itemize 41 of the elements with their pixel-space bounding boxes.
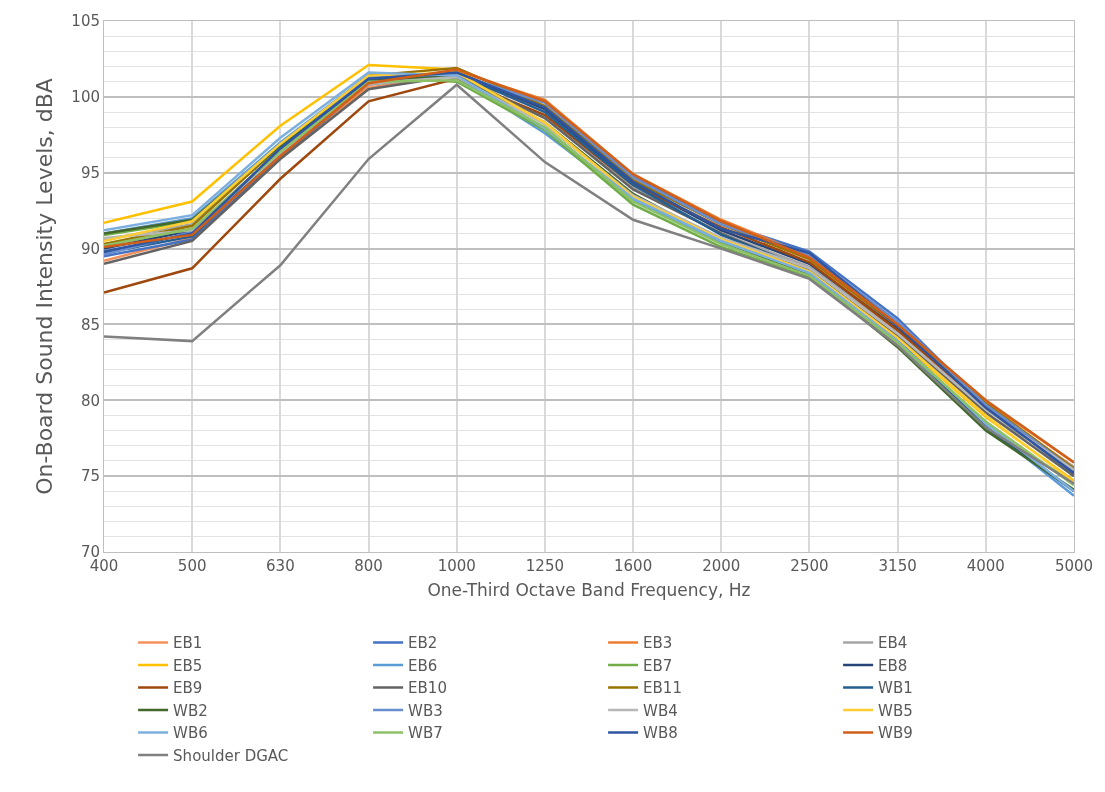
legend-label: WB9 [878, 724, 913, 743]
legend-label: WB4 [643, 701, 678, 720]
x-tick-label: 5000 [1054, 557, 1094, 575]
legend-label: EB6 [408, 656, 438, 675]
legend-label: EB1 [173, 634, 203, 653]
y-axis-title: On-Board Sound Intensity Levels, dBA [32, 78, 58, 495]
x-tick-label: 2500 [790, 557, 829, 575]
legend-label: EB5 [173, 656, 203, 675]
legend-label: WB6 [173, 724, 208, 743]
x-tick-label: 1600 [614, 557, 653, 575]
x-tick-label: 1000 [437, 557, 476, 575]
x-tick-label: 500 [177, 557, 207, 575]
y-tick-label: 105 [71, 12, 100, 31]
legend-label: Shoulder DGAC [173, 746, 289, 765]
x-tick-label: 2000 [702, 557, 741, 575]
legend-label: WB5 [878, 701, 913, 720]
legend-label: WB3 [408, 701, 443, 720]
y-tick-label: 85 [80, 315, 100, 334]
x-tick-label: 3150 [878, 557, 917, 575]
y-tick-label: 100 [71, 88, 100, 107]
x-tick-label: 800 [354, 557, 383, 575]
y-tick-label: 90 [80, 239, 100, 258]
legend-label: EB10 [408, 679, 447, 698]
x-tick-label: 4000 [966, 557, 1005, 575]
legend-label: EB8 [878, 656, 908, 675]
legend-label: WB1 [878, 679, 913, 698]
legend-label: EB9 [173, 679, 203, 698]
x-tick-label: 1250 [525, 557, 564, 575]
legend-label: EB3 [643, 634, 673, 653]
legend-label: EB4 [878, 634, 908, 653]
legend-label: WB7 [408, 724, 443, 743]
y-tick-label: 80 [80, 391, 100, 410]
x-tick-label: 630 [266, 557, 295, 575]
legend-label: EB11 [643, 679, 682, 698]
y-tick-label: 75 [80, 467, 100, 486]
legend-label: EB2 [408, 634, 438, 653]
legend-label: WB8 [643, 724, 678, 743]
y-tick-label: 95 [80, 163, 100, 182]
x-axis-title: One-Third Octave Band Frequency, Hz [427, 580, 751, 601]
legend-label: EB7 [643, 656, 673, 675]
legend-label: WB2 [173, 701, 208, 720]
